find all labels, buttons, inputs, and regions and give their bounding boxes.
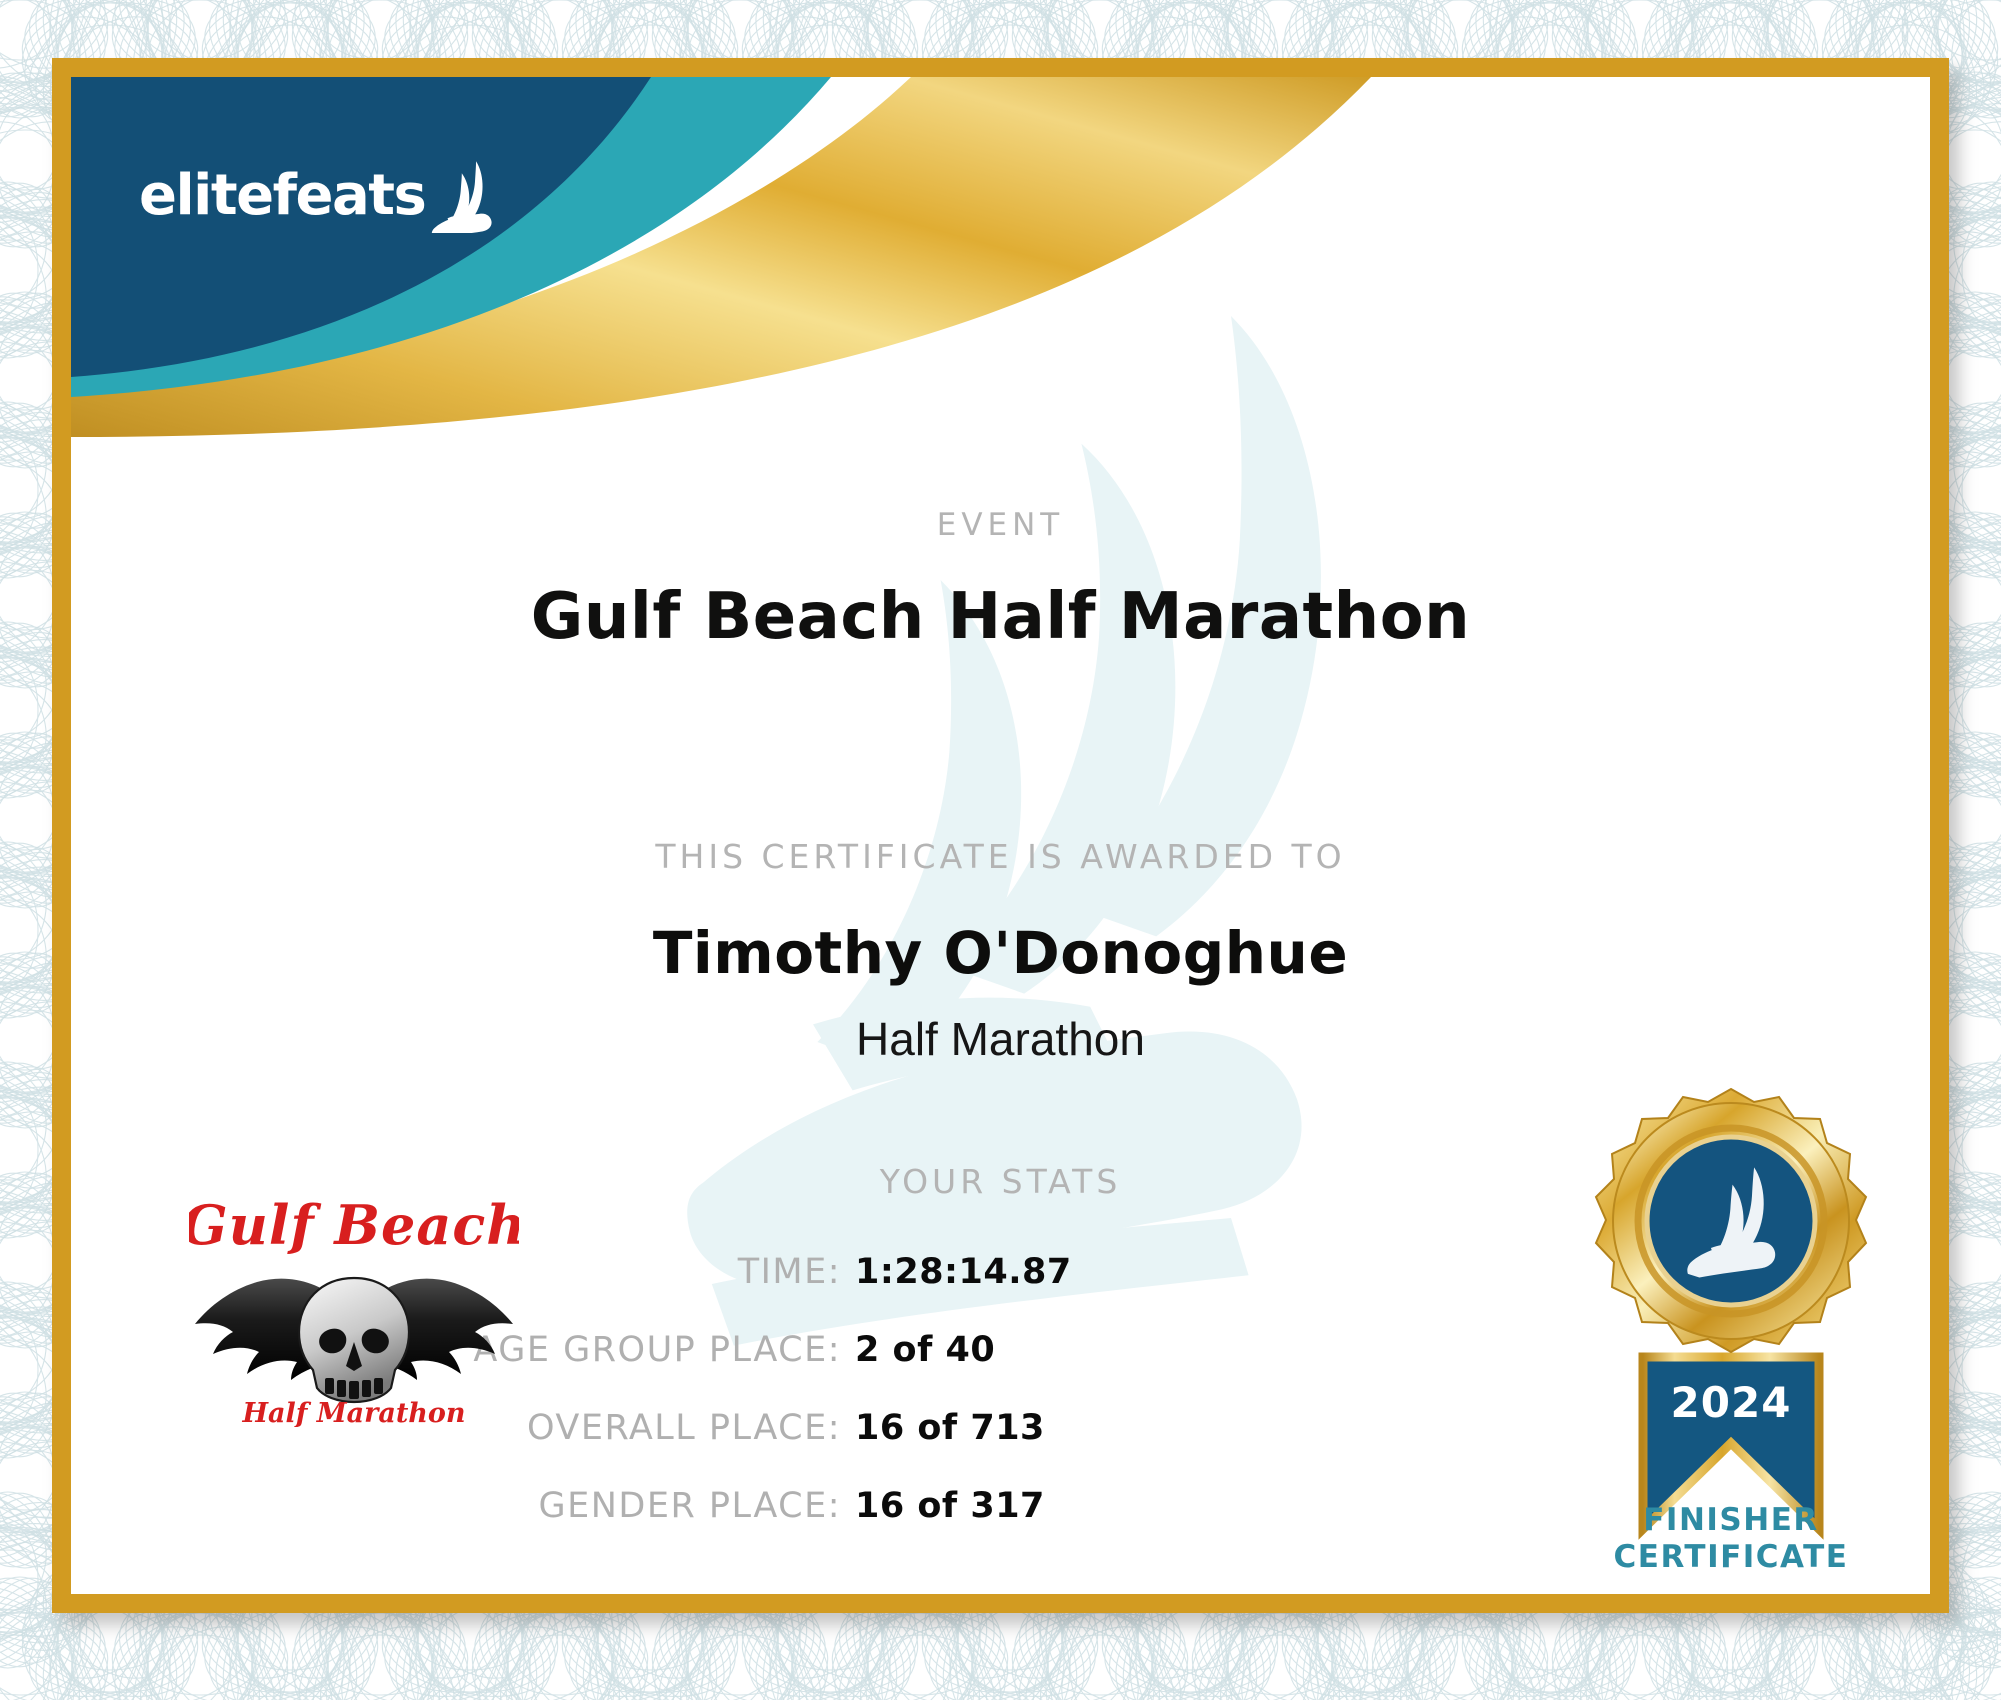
badge-caption: FINISHER CERTIFICATE: [1551, 1502, 1911, 1575]
event-label: EVENT: [936, 507, 1065, 543]
stat-value: 2 of 40: [855, 1330, 996, 1370]
winged-foot-icon: [432, 161, 492, 233]
event-distance: Half Marathon: [856, 1013, 1145, 1065]
event-title: Gulf Beach Half Marathon: [530, 580, 1471, 654]
brand-logo: elitefeats: [139, 159, 497, 233]
awarded-to-label: THIS CERTIFICATE IS AWARDED TO: [655, 837, 1346, 876]
recipient-name: Timothy O'Donoghue: [652, 919, 1349, 987]
badge-year: 2024: [1671, 1378, 1792, 1427]
badge-caption-line2: CERTIFICATE: [1613, 1538, 1849, 1575]
stat-row-gender-place: GENDER PLACE: 16 of 317: [71, 1486, 1261, 1534]
badge-caption-line1: FINISHER: [1643, 1502, 1819, 1538]
race-logo-line1: Gulf Beach: [189, 1193, 519, 1257]
finisher-medal-badge: 2024: [1594, 1087, 1868, 1540]
stat-value: 16 of 713: [855, 1408, 1045, 1448]
race-logo-line2: Half Marathon: [241, 1398, 465, 1427]
stat-row-overall-place: OVERALL PLACE: 16 of 713: [71, 1408, 1261, 1456]
stat-label: GENDER PLACE:: [538, 1486, 841, 1526]
race-logo-gulf-beach: Gulf Beach: [189, 1193, 519, 1427]
stat-value: 1:28:14.87: [855, 1252, 1072, 1292]
badge-ribbon: [1638, 1352, 1824, 1540]
stat-value: 16 of 317: [855, 1486, 1045, 1526]
certificate-card: elitefeats EVENT Gulf Beach Half Maratho…: [52, 58, 1949, 1613]
brand-name: elitefeats: [139, 163, 427, 228]
stat-label: OVERALL PLACE:: [526, 1408, 841, 1448]
